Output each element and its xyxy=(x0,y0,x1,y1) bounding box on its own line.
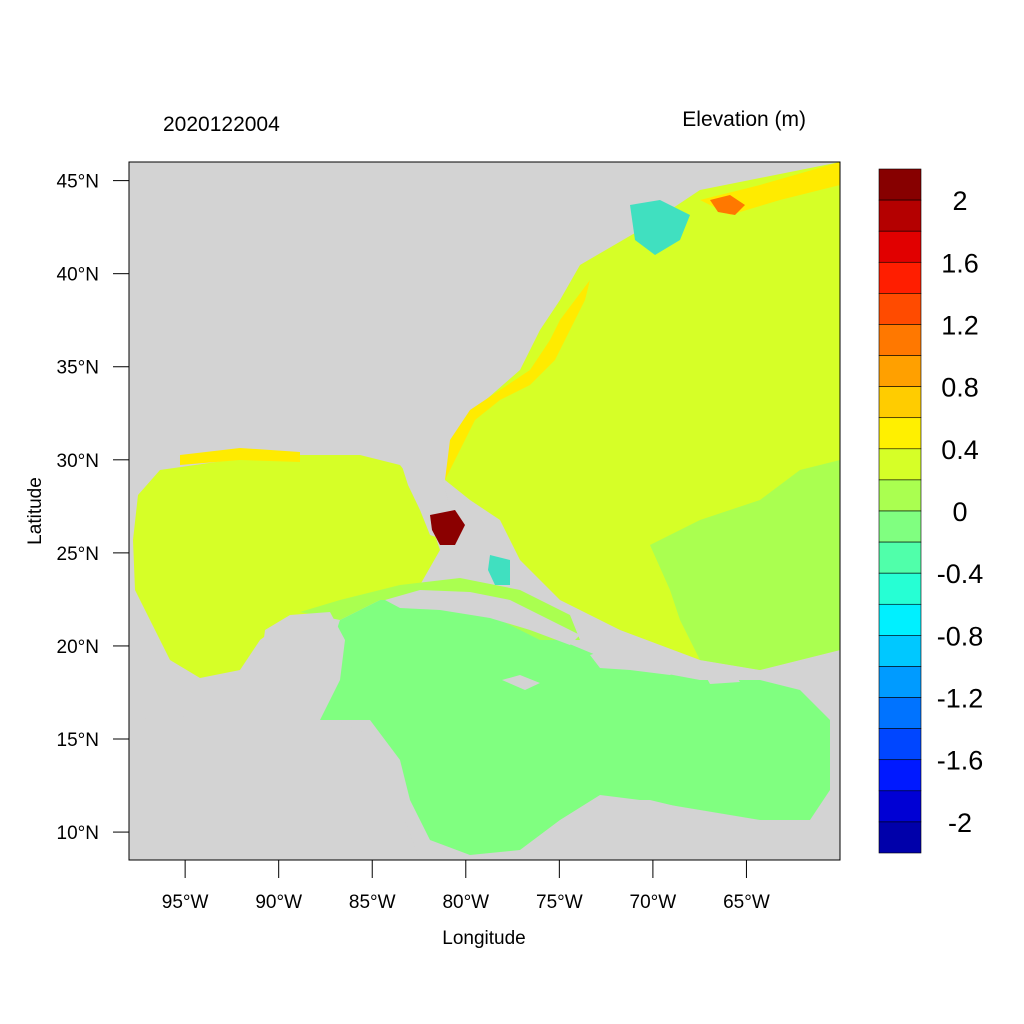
colorbar-label: 0 xyxy=(952,497,967,527)
colorbar-swatch xyxy=(878,759,922,792)
y-tick-label: 35°N xyxy=(57,358,99,379)
east-coast-surge-band xyxy=(445,280,590,480)
colorbar-swatch xyxy=(878,790,922,823)
y-tick-label: 40°N xyxy=(57,265,99,286)
variable-label: Elevation (m) xyxy=(682,108,806,131)
gulf-coast-surge-band xyxy=(180,448,300,465)
northeast-negative-anomaly xyxy=(630,200,690,255)
x-tick-label: 90°W xyxy=(255,892,302,913)
nova-scotia-surge-spot xyxy=(710,195,745,215)
x-axis-ticks: 95°W 90°W 85°W 80°W 75°W 70°W 65°W xyxy=(162,860,770,913)
colorbar-swatch xyxy=(878,448,922,481)
colorbar-swatch xyxy=(878,541,922,574)
central-america-landmass xyxy=(129,712,420,860)
y-tick-label: 20°N xyxy=(57,637,99,658)
caribbean-sea-field xyxy=(310,600,830,855)
plot-frame xyxy=(128,161,841,861)
colorbar-swatch xyxy=(878,168,922,201)
map-plot-area xyxy=(129,162,840,860)
colorbar-label: 0.8 xyxy=(941,373,979,403)
colorbar-swatch xyxy=(878,603,922,636)
y-tick-label: 30°N xyxy=(57,451,99,472)
y-tick-label: 45°N xyxy=(57,172,99,193)
colorbar-swatch xyxy=(878,510,922,543)
x-axis-label: Longitude xyxy=(442,928,525,949)
colorbar-swatch xyxy=(878,386,922,419)
florida-surge-field xyxy=(430,510,465,545)
y-axis-label: Latitude xyxy=(25,477,46,545)
x-tick-label: 65°W xyxy=(723,892,770,913)
date-label: 2020122004 xyxy=(163,113,280,136)
colorbar-swatch xyxy=(878,324,922,356)
colorbar-label: 1.2 xyxy=(941,310,979,340)
y-tick-label: 10°N xyxy=(57,823,99,844)
bahamas-negative-anomaly xyxy=(488,555,510,585)
colorbar-swatch xyxy=(878,230,922,263)
cuba-landmass xyxy=(385,590,580,645)
colorbar-swatch xyxy=(878,479,922,512)
colorbar-swatch xyxy=(878,199,922,232)
x-tick-label: 95°W xyxy=(162,892,209,913)
x-tick-label: 85°W xyxy=(349,892,396,913)
transition-band-field xyxy=(300,578,580,640)
gulf-of-mexico-field xyxy=(133,455,440,678)
x-tick-label: 75°W xyxy=(536,892,583,913)
colorbar-swatch xyxy=(878,355,922,387)
colorbar-label: -2 xyxy=(948,808,972,838)
puerto-rico-landmass xyxy=(705,674,740,684)
colorbar-swatch xyxy=(878,666,922,698)
colorbar-swatch xyxy=(878,821,922,854)
colorbar-label: -0.4 xyxy=(937,559,984,589)
colorbar-swatch xyxy=(878,293,922,325)
colorbar-swatch xyxy=(878,417,922,450)
x-tick-label: 80°W xyxy=(442,892,489,913)
y-tick-label: 15°N xyxy=(57,730,99,751)
colorbar-label: 2 xyxy=(952,186,967,216)
colorbar-swatch xyxy=(878,697,922,729)
x-tick-label: 70°W xyxy=(630,892,677,913)
colorbar: 2 1.6 1.2 0.8 0.4 0 -0.4 -0.8 -1.2 -1.6 -2 xyxy=(878,168,984,854)
south-america-landmass xyxy=(420,800,840,860)
colorbar-label: -0.8 xyxy=(937,621,984,651)
colorbar-label: 0.4 xyxy=(941,435,979,465)
colorbar-swatch xyxy=(878,261,922,294)
colorbar-swatch xyxy=(878,728,922,761)
east-atlantic-band xyxy=(650,460,840,670)
colorbar-label: -1.2 xyxy=(937,684,984,714)
hispaniola-landmass xyxy=(590,645,690,675)
jamaica-landmass xyxy=(502,675,540,690)
y-axis-ticks: 45°N 40°N 35°N 30°N 25°N 20°N 15°N 10°N xyxy=(57,172,129,844)
colorbar-label: -1.6 xyxy=(937,746,984,776)
colorbar-swatch xyxy=(878,635,922,667)
yucatan-landmass xyxy=(260,612,345,720)
colorbar-swatch xyxy=(878,572,922,605)
y-tick-label: 25°N xyxy=(57,544,99,565)
colorbar-label: 1.6 xyxy=(941,248,979,278)
